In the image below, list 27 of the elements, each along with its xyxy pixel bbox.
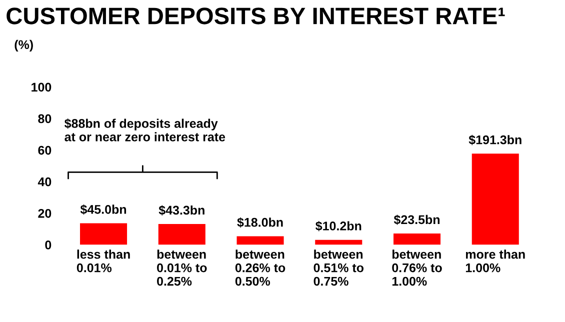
annotation: $18.0bn — [237, 217, 283, 228]
y-axis-title: (%) — [14, 40, 33, 52]
bar — [80, 223, 128, 245]
y-tick-label: 100 — [32, 82, 52, 92]
y-tick-label: 40 — [38, 177, 52, 186]
annotation: $191.3bn — [468, 134, 522, 146]
bar — [472, 154, 519, 245]
bar — [158, 224, 206, 245]
annotation: $88bn of deposits already at or near zero interest rate — [64, 118, 226, 142]
x-tick-label: between 0.76% to 1.00% — [392, 250, 442, 286]
chart-title: CUSTOMER DEPOSITS BY INTEREST RATE¹ — [6, 8, 505, 24]
bar — [393, 234, 441, 245]
bar — [236, 236, 284, 245]
y-tick-label: 60 — [38, 146, 52, 155]
y-tick-label: 0 — [45, 240, 52, 250]
annotation: $45.0bn — [80, 204, 126, 215]
annotation: $10.2bn — [316, 221, 362, 232]
annotation: $23.5bn — [394, 214, 440, 225]
x-tick-label: between 0.51% to 0.75% — [314, 250, 364, 286]
x-tick-label: more than 1.00% — [466, 250, 525, 272]
x-tick-label: less than 0.01% — [76, 250, 130, 272]
x-tick-label: between 0.26% to 0.50% — [235, 250, 286, 286]
annotation: $43.3bn — [158, 205, 204, 216]
bar — [315, 240, 362, 245]
y-tick-label: 20 — [38, 208, 52, 218]
y-tick-label: 80 — [38, 114, 52, 124]
x-tick-label: between 0.01% to 0.25% — [157, 250, 207, 286]
